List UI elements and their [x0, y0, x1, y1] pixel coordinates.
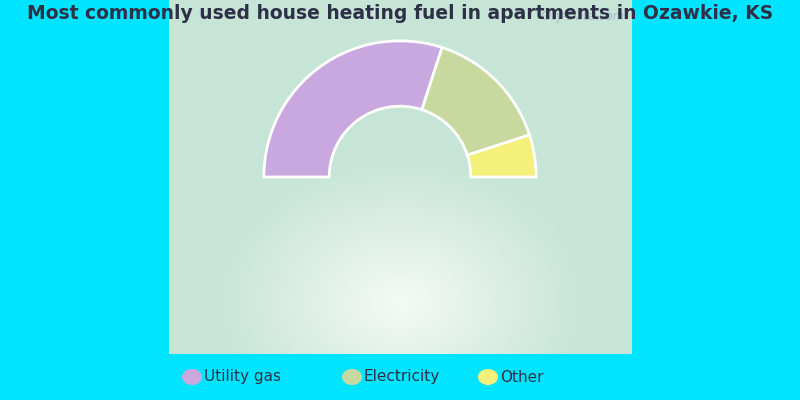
Ellipse shape — [182, 369, 202, 385]
Text: City-Data.com: City-Data.com — [541, 10, 625, 22]
Text: Other: Other — [500, 370, 543, 384]
Text: Electricity: Electricity — [364, 370, 440, 384]
Wedge shape — [264, 41, 442, 177]
Ellipse shape — [478, 369, 498, 385]
Wedge shape — [467, 135, 536, 177]
Text: Most commonly used house heating fuel in apartments in Ozawkie, KS: Most commonly used house heating fuel in… — [27, 4, 773, 23]
Ellipse shape — [342, 369, 362, 385]
Text: Utility gas: Utility gas — [204, 370, 281, 384]
Wedge shape — [422, 48, 530, 155]
